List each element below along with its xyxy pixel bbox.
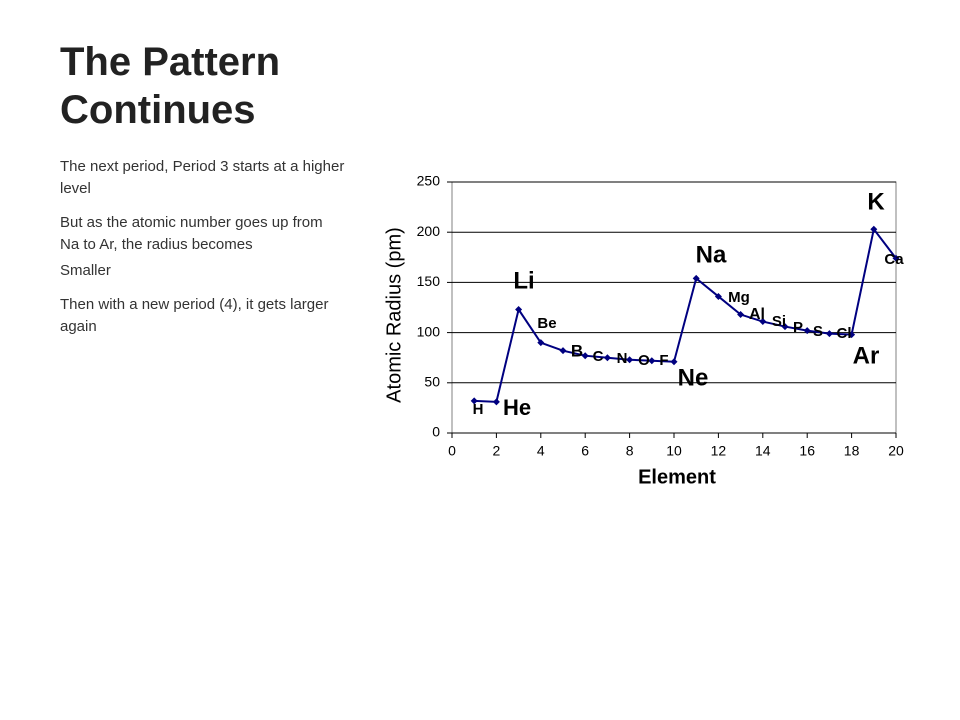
point-label: S [813, 323, 823, 340]
x-tick-label: 12 [711, 443, 727, 459]
data-point [714, 292, 722, 300]
data-point [848, 331, 856, 339]
x-tick-label: 14 [755, 443, 771, 459]
x-tick-label: 4 [537, 443, 545, 459]
y-tick-label: 200 [417, 223, 441, 239]
data-point [803, 327, 811, 335]
y-axis-label: Atomic Radius (pm) [383, 227, 405, 403]
point-label: B [571, 341, 583, 360]
x-tick-label: 8 [626, 443, 634, 459]
y-tick-label: 150 [417, 273, 441, 289]
data-point [559, 347, 567, 355]
point-label: Na [696, 241, 727, 268]
x-tick-label: 18 [844, 443, 860, 459]
y-tick-label: 0 [432, 424, 440, 440]
point-label: Li [513, 267, 534, 294]
point-label: Cl [837, 325, 852, 342]
data-point [515, 306, 523, 314]
data-point [626, 356, 634, 364]
data-point [537, 339, 545, 347]
point-label: Al [749, 306, 765, 323]
data-point [825, 330, 833, 338]
point-label: C [593, 348, 604, 365]
data-line [474, 226, 897, 403]
x-tick-label: 20 [888, 443, 904, 459]
x-axis-label: Element [638, 466, 716, 488]
x-tick-label: 16 [799, 443, 815, 459]
x-tick-label: 10 [666, 443, 682, 459]
x-tick-label: 6 [581, 443, 589, 459]
data-point [581, 352, 589, 360]
x-tick-label: 2 [493, 443, 501, 459]
slide-body: The next period, Period 3 starts at a hi… [60, 156, 345, 350]
data-point [470, 397, 478, 405]
data-point [781, 323, 789, 331]
y-tick-label: 100 [417, 323, 441, 339]
y-tick-label: 250 [417, 173, 441, 189]
point-label: He [503, 395, 531, 420]
paragraph: But as the atomic number goes up from Na… [60, 214, 323, 253]
x-tick-label: 0 [448, 443, 456, 459]
point-label: Ne [678, 364, 709, 391]
point-label: Be [537, 315, 556, 332]
data-point [737, 311, 745, 319]
point-label: H [473, 401, 484, 418]
data-point [759, 318, 767, 326]
point-label: F [659, 352, 668, 369]
data-point [492, 398, 500, 406]
data-point [892, 254, 900, 262]
point-label: O [638, 352, 650, 369]
point-label: Mg [728, 289, 750, 306]
point-label: Si [772, 313, 786, 330]
data-point [870, 225, 878, 233]
point-label: Ca [884, 251, 904, 268]
data-point [670, 358, 678, 366]
data-point [692, 274, 700, 282]
data-point [603, 354, 611, 362]
paragraph: Smaller [60, 262, 111, 279]
point-label: N [617, 350, 628, 367]
point-label: P [793, 319, 803, 336]
point-label: Ar [853, 342, 880, 369]
point-label: K [867, 188, 885, 215]
slide-title: The Pattern Continues [60, 40, 281, 132]
paragraph: Then with a new period (4), it gets larg… [60, 296, 329, 335]
data-point [648, 357, 656, 365]
y-tick-label: 50 [424, 374, 440, 390]
paragraph: The next period, Period 3 starts at a hi… [60, 158, 345, 197]
